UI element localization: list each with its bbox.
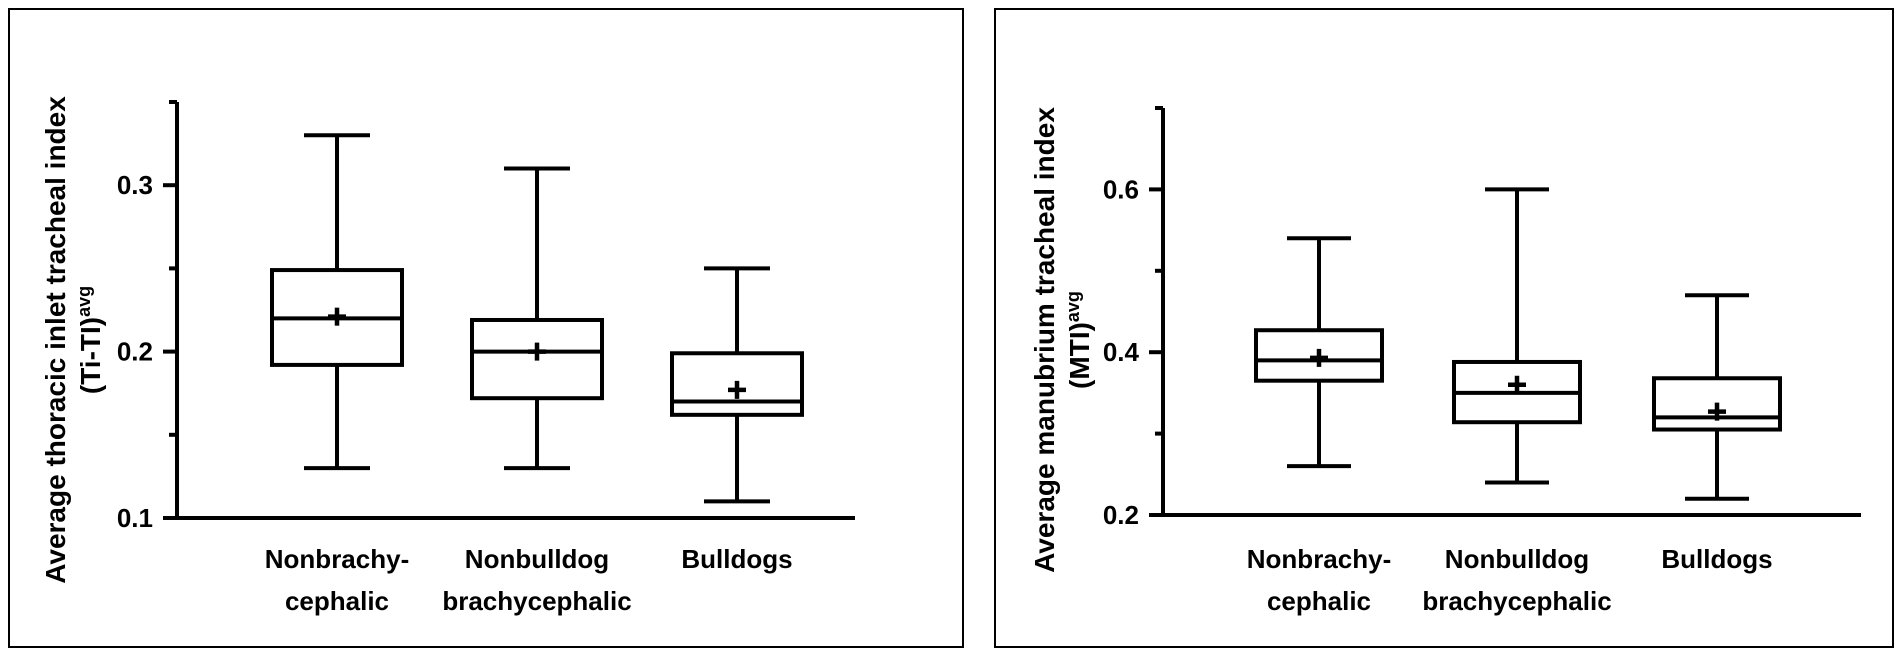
y-axis-title: Average thoracic inlet tracheal index <box>40 96 71 584</box>
chart-panel-right: 0.2 0.4 0.6 Nonbrachy-cephalic Nonbulldog bra… <box>994 8 1894 648</box>
box-1 <box>470 166 604 471</box>
y-tick-label: 0.2 <box>117 337 153 367</box>
x-category-label: Nonbulldog <box>1445 544 1589 574</box>
box-0 <box>270 133 404 471</box>
x-category-label: Nonbrachy- <box>265 544 409 574</box>
x-category-label-line2: cephalic <box>285 586 389 616</box>
y-tick-label: 0.6 <box>1103 174 1139 204</box>
y-tick-label: 0.1 <box>117 503 153 533</box>
y-axis-title-line2: (MTI)avg <box>1063 291 1095 389</box>
x-category-label: Nonbulldog <box>465 544 609 574</box>
chart-panel-left: 0.1 0.2 0.3 Nonbrachy-cephalic Nonbulldog bra… <box>8 8 964 648</box>
box-0 <box>1254 236 1384 469</box>
box-2 <box>670 266 804 504</box>
box-2 <box>1652 293 1782 501</box>
x-category-label-line2: brachycephalic <box>1422 586 1611 616</box>
chart-left: 0.1 0.2 0.3 Nonbrachy-cephalic Nonbulldog bra… <box>40 96 855 616</box>
x-category-label: Nonbrachy- <box>1247 544 1391 574</box>
y-axis-title: Average manubrium tracheal index <box>1029 107 1060 573</box>
box-1 <box>1452 187 1582 485</box>
x-category-label-line2: brachycephalic <box>442 586 631 616</box>
y-tick-label: 0.4 <box>1103 337 1140 367</box>
chart-right: 0.2 0.4 0.6 Nonbrachy-cephalic Nonbulldog bra… <box>1029 106 1861 616</box>
x-category-label: Bulldogs <box>681 544 792 574</box>
x-category-label-line2: cephalic <box>1267 586 1371 616</box>
x-category-label: Bulldogs <box>1661 544 1772 574</box>
y-tick-label: 0.2 <box>1103 500 1139 530</box>
y-axis-title-line2: (Ti-TI)avg <box>74 286 106 394</box>
y-tick-label: 0.3 <box>117 170 153 200</box>
